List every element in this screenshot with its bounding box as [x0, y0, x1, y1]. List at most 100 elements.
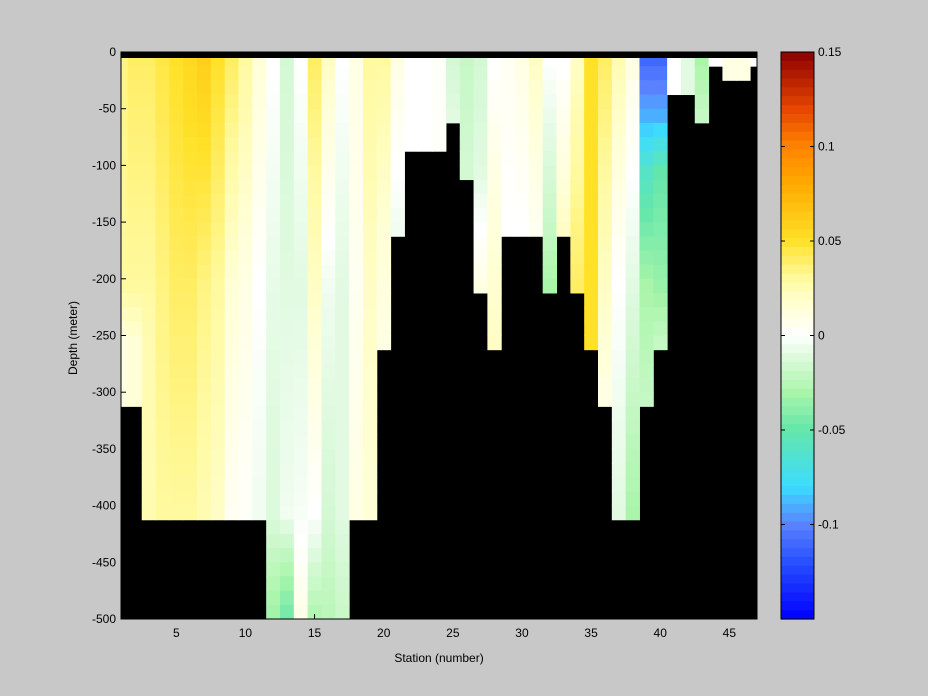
heatmap-cell: [376, 236, 392, 251]
heatmap-cell: [487, 307, 502, 322]
colorbar-swatch: [781, 202, 814, 213]
heatmap-cell: [349, 292, 364, 308]
heatmap-cell: [611, 165, 627, 181]
heatmap-cell: [127, 222, 143, 237]
heatmap-cell: [266, 392, 281, 407]
heatmap-cell: [266, 434, 281, 450]
heatmap-cell: [584, 292, 599, 308]
heatmap-cell: [542, 122, 558, 138]
heatmap-cell: [625, 278, 640, 294]
heatmap-cell: [625, 222, 640, 237]
heatmap-cell: [252, 448, 267, 464]
heatmap-cell: [252, 420, 267, 436]
heatmap-cell: [197, 463, 212, 478]
colorbar-swatch: [781, 229, 814, 239]
x-tick-label: 15: [308, 626, 322, 640]
heatmap-cell: [376, 165, 392, 181]
heatmap-cell: [183, 165, 198, 181]
heatmap-cell: [307, 519, 322, 535]
heatmap-cell: [611, 463, 627, 478]
heatmap-cell: [266, 122, 281, 138]
heatmap-cell: [307, 562, 322, 577]
heatmap-cell: [349, 222, 364, 237]
heatmap-cell: [183, 463, 198, 478]
heatmap-cell: [321, 349, 336, 365]
heatmap-cell: [445, 80, 461, 96]
heatmap-cell: [335, 321, 350, 336]
heatmap-cell: [307, 463, 322, 478]
heatmap-cell: [224, 151, 240, 166]
heatmap-cell: [598, 392, 613, 407]
heatmap-cell: [293, 250, 309, 266]
colorbar-swatch: [781, 140, 814, 151]
heatmap-cell: [542, 108, 558, 124]
colorbar-swatch: [781, 459, 814, 469]
heatmap-cell: [390, 222, 405, 237]
heatmap-cell: [252, 122, 267, 138]
heatmap-cell: [321, 562, 336, 577]
heatmap-cell: [680, 80, 696, 96]
heatmap-cell: [639, 321, 654, 336]
heatmap-cell: [127, 264, 143, 280]
heatmap-cell: [307, 321, 322, 336]
heatmap-cell: [598, 151, 613, 166]
heatmap-cell: [473, 193, 488, 209]
heatmap-cell: [141, 250, 157, 266]
heatmap-cell: [349, 80, 364, 96]
heatmap-cell: [349, 151, 364, 166]
heatmap-cell: [611, 122, 627, 138]
heatmap-cell: [487, 66, 502, 81]
heatmap-cell: [169, 463, 184, 478]
heatmap-cell: [653, 94, 668, 110]
heatmap-cell: [197, 392, 212, 407]
colorbar-swatch: [781, 468, 814, 478]
heatmap-cell: [280, 463, 295, 478]
heatmap-cell: [155, 179, 170, 195]
heatmap-cell: [127, 349, 143, 365]
heatmap-cell: [224, 222, 240, 237]
heatmap-cell: [141, 66, 157, 81]
heatmap-cell: [570, 137, 585, 152]
heatmap-cell: [501, 165, 516, 181]
heatmap-cell: [362, 179, 378, 195]
heatmap-cell: [307, 66, 322, 81]
heatmap-cell: [487, 94, 502, 110]
heatmap-cell: [141, 463, 157, 478]
heatmap-cell: [141, 335, 157, 351]
heatmap-cell: [528, 165, 544, 181]
heatmap-cell: [611, 264, 627, 280]
heatmap-cell: [625, 165, 640, 181]
heatmap-cell: [280, 604, 295, 620]
heatmap-cell: [349, 193, 364, 209]
heatmap-cell: [210, 505, 226, 521]
heatmap-cell: [611, 392, 627, 407]
heatmap-cell: [598, 307, 613, 322]
heatmap-cell: [238, 321, 253, 336]
colorbar-swatch: [781, 167, 814, 177]
heatmap-cell: [362, 80, 378, 96]
heatmap-cell: [584, 250, 599, 266]
heatmap-cell: [224, 321, 240, 336]
heatmap-cell: [293, 448, 309, 464]
heatmap-cell: [252, 477, 267, 492]
heatmap-cell: [611, 278, 627, 294]
heatmap-cell: [197, 179, 212, 195]
heatmap-cell: [584, 236, 599, 251]
heatmap-cell: [501, 108, 516, 124]
heatmap-cell: [280, 137, 295, 152]
heatmap-cell: [293, 491, 309, 507]
heatmap-cell: [141, 321, 157, 336]
colorbar-swatch: [781, 282, 814, 292]
heatmap-cell: [556, 94, 571, 110]
heatmap-cell: [639, 292, 654, 308]
heatmap-cell: [169, 66, 184, 81]
heatmap-cell: [694, 80, 710, 96]
heatmap-cell: [611, 434, 627, 450]
heatmap-cell: [121, 363, 129, 379]
heatmap-cell: [238, 165, 253, 181]
heatmap-cell: [487, 137, 502, 152]
heatmap-cell: [528, 137, 544, 152]
heatmap-cell: [293, 477, 309, 492]
colorbar-swatch: [781, 370, 814, 381]
heatmap-cell: [459, 165, 475, 181]
